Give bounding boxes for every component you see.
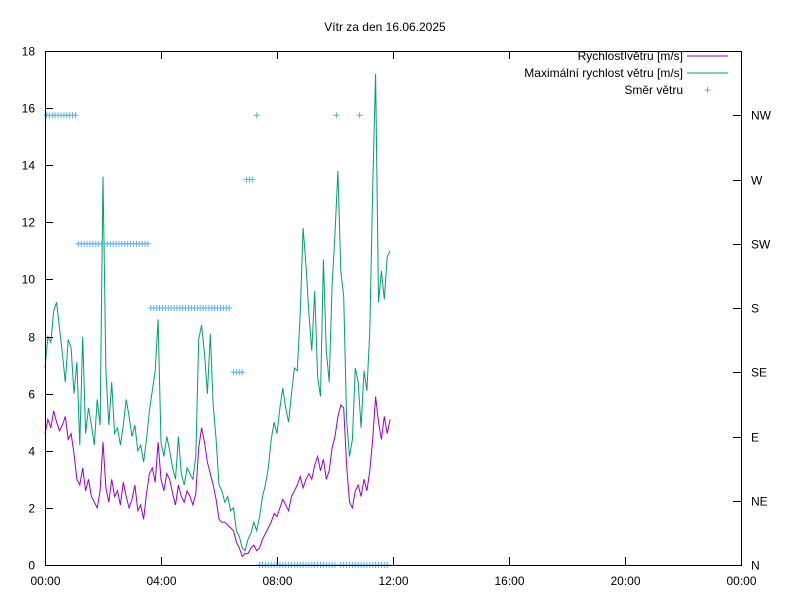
x-tick-label: 12:00 [378, 574, 408, 588]
direction-point [356, 112, 363, 119]
axes-layer: 0 2 4 6 8 10 12 14 16 18 00:00 04:00 08:00 12:00 16:00… [22, 45, 772, 589]
legend-swatch [704, 87, 711, 93]
y-tick-label: 18 [22, 45, 36, 59]
series-layer [43, 73, 391, 568]
y-tick-label: 10 [22, 273, 36, 287]
y2-tick-label: E [751, 431, 759, 445]
direction-point [249, 176, 256, 183]
x-tick-label: 04:00 [146, 574, 176, 588]
y-tick-label: 12 [22, 216, 36, 230]
y-tick-label: 6 [28, 388, 35, 402]
y-tick-label: 16 [22, 102, 36, 116]
x-tick-label: 08:00 [262, 574, 292, 588]
y2-tick-label: SE [751, 366, 767, 380]
x-tick-label: 00:00 [726, 574, 756, 588]
series-2-line [44, 73, 391, 552]
series-1-line [44, 396, 391, 558]
y-tick-label: 8 [28, 331, 35, 345]
x-tick-label: 00:00 [30, 574, 60, 588]
y-tick-label: 14 [22, 159, 36, 173]
y2-tick-label: SW [751, 238, 771, 252]
legend-label: Maximální rychlost větru [m/s] [524, 66, 683, 80]
y2-tick-label: S [751, 302, 759, 316]
direction-point [72, 112, 79, 119]
x-tick-label: 16:00 [494, 574, 524, 588]
y2-tick-label: W [751, 174, 763, 188]
direction-point [333, 112, 340, 119]
chart-title: Vítr za den 16.06.2025 [324, 20, 446, 34]
y-tick-label: 2 [28, 502, 35, 516]
legend: Rychlost větru [m/s] Maximální rychlost v… [524, 49, 728, 97]
direction-point [239, 369, 246, 376]
legend-label: Rychlost větru [m/s] [578, 49, 683, 63]
y-tick-label: 0 [28, 559, 35, 573]
direction-point [144, 240, 151, 247]
direction-point [253, 112, 260, 119]
y-tick-label: 4 [28, 445, 35, 459]
x-tick-label: 20:00 [610, 574, 640, 588]
y2-tick-label: N [751, 559, 760, 573]
y2-tick-label: NE [751, 495, 768, 509]
direction-point [226, 305, 233, 311]
y2-tick-label: NW [751, 109, 772, 123]
legend-label: Směr větru [624, 83, 683, 97]
